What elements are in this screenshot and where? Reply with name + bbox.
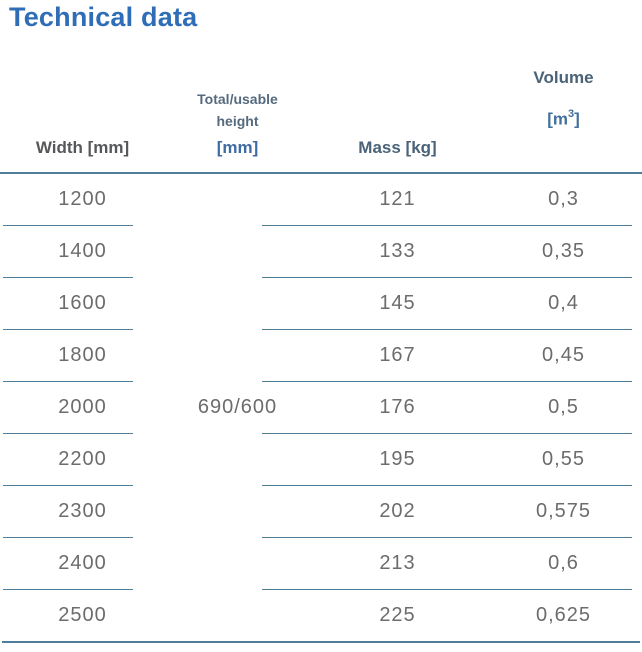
table-header: Width [mm] Total/usable height [mm] Mass… bbox=[0, 40, 642, 173]
width-header-label: Width [mm] bbox=[35, 138, 130, 157]
height-header-unit: [mm] bbox=[216, 138, 259, 157]
volume-value: 0,35 bbox=[542, 239, 585, 262]
mass-header-label: Mass [kg] bbox=[358, 138, 437, 157]
width-value: 2000 bbox=[58, 395, 107, 418]
volume-unit-close: ] bbox=[574, 110, 580, 129]
table-body: 690/600 1200 121 0,3 1400 133 0,35 1600 … bbox=[0, 173, 642, 641]
volume-header-unit: [m3] bbox=[547, 108, 580, 130]
mass-value: 176 bbox=[379, 395, 416, 418]
height-header-line1: Total/usable bbox=[197, 91, 278, 107]
volume-value: 0,5 bbox=[548, 395, 579, 418]
width-value: 1800 bbox=[58, 343, 107, 366]
volume-unit-open: [m bbox=[547, 110, 568, 129]
mass-value: 133 bbox=[379, 239, 416, 262]
mass-value: 167 bbox=[379, 343, 416, 366]
height-header-line2: height bbox=[216, 113, 259, 129]
volume-value: 0,3 bbox=[548, 187, 579, 210]
table-row: 1200 121 0,3 bbox=[0, 173, 642, 226]
column-header-mass: Mass [kg] bbox=[310, 138, 485, 173]
width-value: 1200 bbox=[58, 187, 107, 210]
column-header-volume: Volume [m3] bbox=[485, 68, 642, 173]
volume-value: 0,625 bbox=[535, 603, 592, 626]
table-row: 2500 225 0,625 bbox=[0, 589, 642, 641]
mass-value: 145 bbox=[379, 291, 416, 314]
width-value: 1600 bbox=[58, 291, 107, 314]
width-value: 2500 bbox=[58, 603, 107, 626]
mass-value: 121 bbox=[379, 187, 416, 210]
table-bottom-rule bbox=[2, 641, 640, 643]
volume-value: 0,4 bbox=[548, 291, 579, 314]
table-row: 2000 176 0,5 bbox=[0, 381, 642, 434]
volume-value: 0,55 bbox=[542, 447, 585, 470]
table-row: 1400 133 0,35 bbox=[0, 225, 642, 278]
width-value: 2200 bbox=[58, 447, 107, 470]
mass-value: 195 bbox=[379, 447, 416, 470]
table-row: 1800 167 0,45 bbox=[0, 329, 642, 382]
volume-header-label: Volume bbox=[533, 68, 594, 88]
mass-value: 225 bbox=[379, 603, 416, 626]
header-divider-rule bbox=[0, 172, 642, 174]
volume-value: 0,45 bbox=[542, 343, 585, 366]
width-value: 2300 bbox=[58, 499, 107, 522]
width-value: 2400 bbox=[58, 551, 107, 574]
table-row: 1600 145 0,4 bbox=[0, 277, 642, 330]
column-header-height: Total/usable height [mm] bbox=[165, 88, 310, 173]
page-title: Technical data bbox=[9, 2, 198, 32]
mass-value: 213 bbox=[379, 551, 416, 574]
column-header-width: Width [mm] bbox=[0, 138, 165, 173]
volume-value: 0,575 bbox=[535, 499, 592, 522]
table-row: 2300 202 0,575 bbox=[0, 485, 642, 538]
shared-height-cell: 690/600 bbox=[197, 395, 278, 418]
mass-value: 202 bbox=[379, 499, 416, 522]
volume-unit-sup: 3 bbox=[567, 108, 575, 121]
table-row: 2200 195 0,55 bbox=[0, 433, 642, 486]
volume-value: 0,6 bbox=[548, 551, 579, 574]
table-row: 2400 213 0,6 bbox=[0, 537, 642, 590]
width-value: 1400 bbox=[58, 239, 107, 262]
